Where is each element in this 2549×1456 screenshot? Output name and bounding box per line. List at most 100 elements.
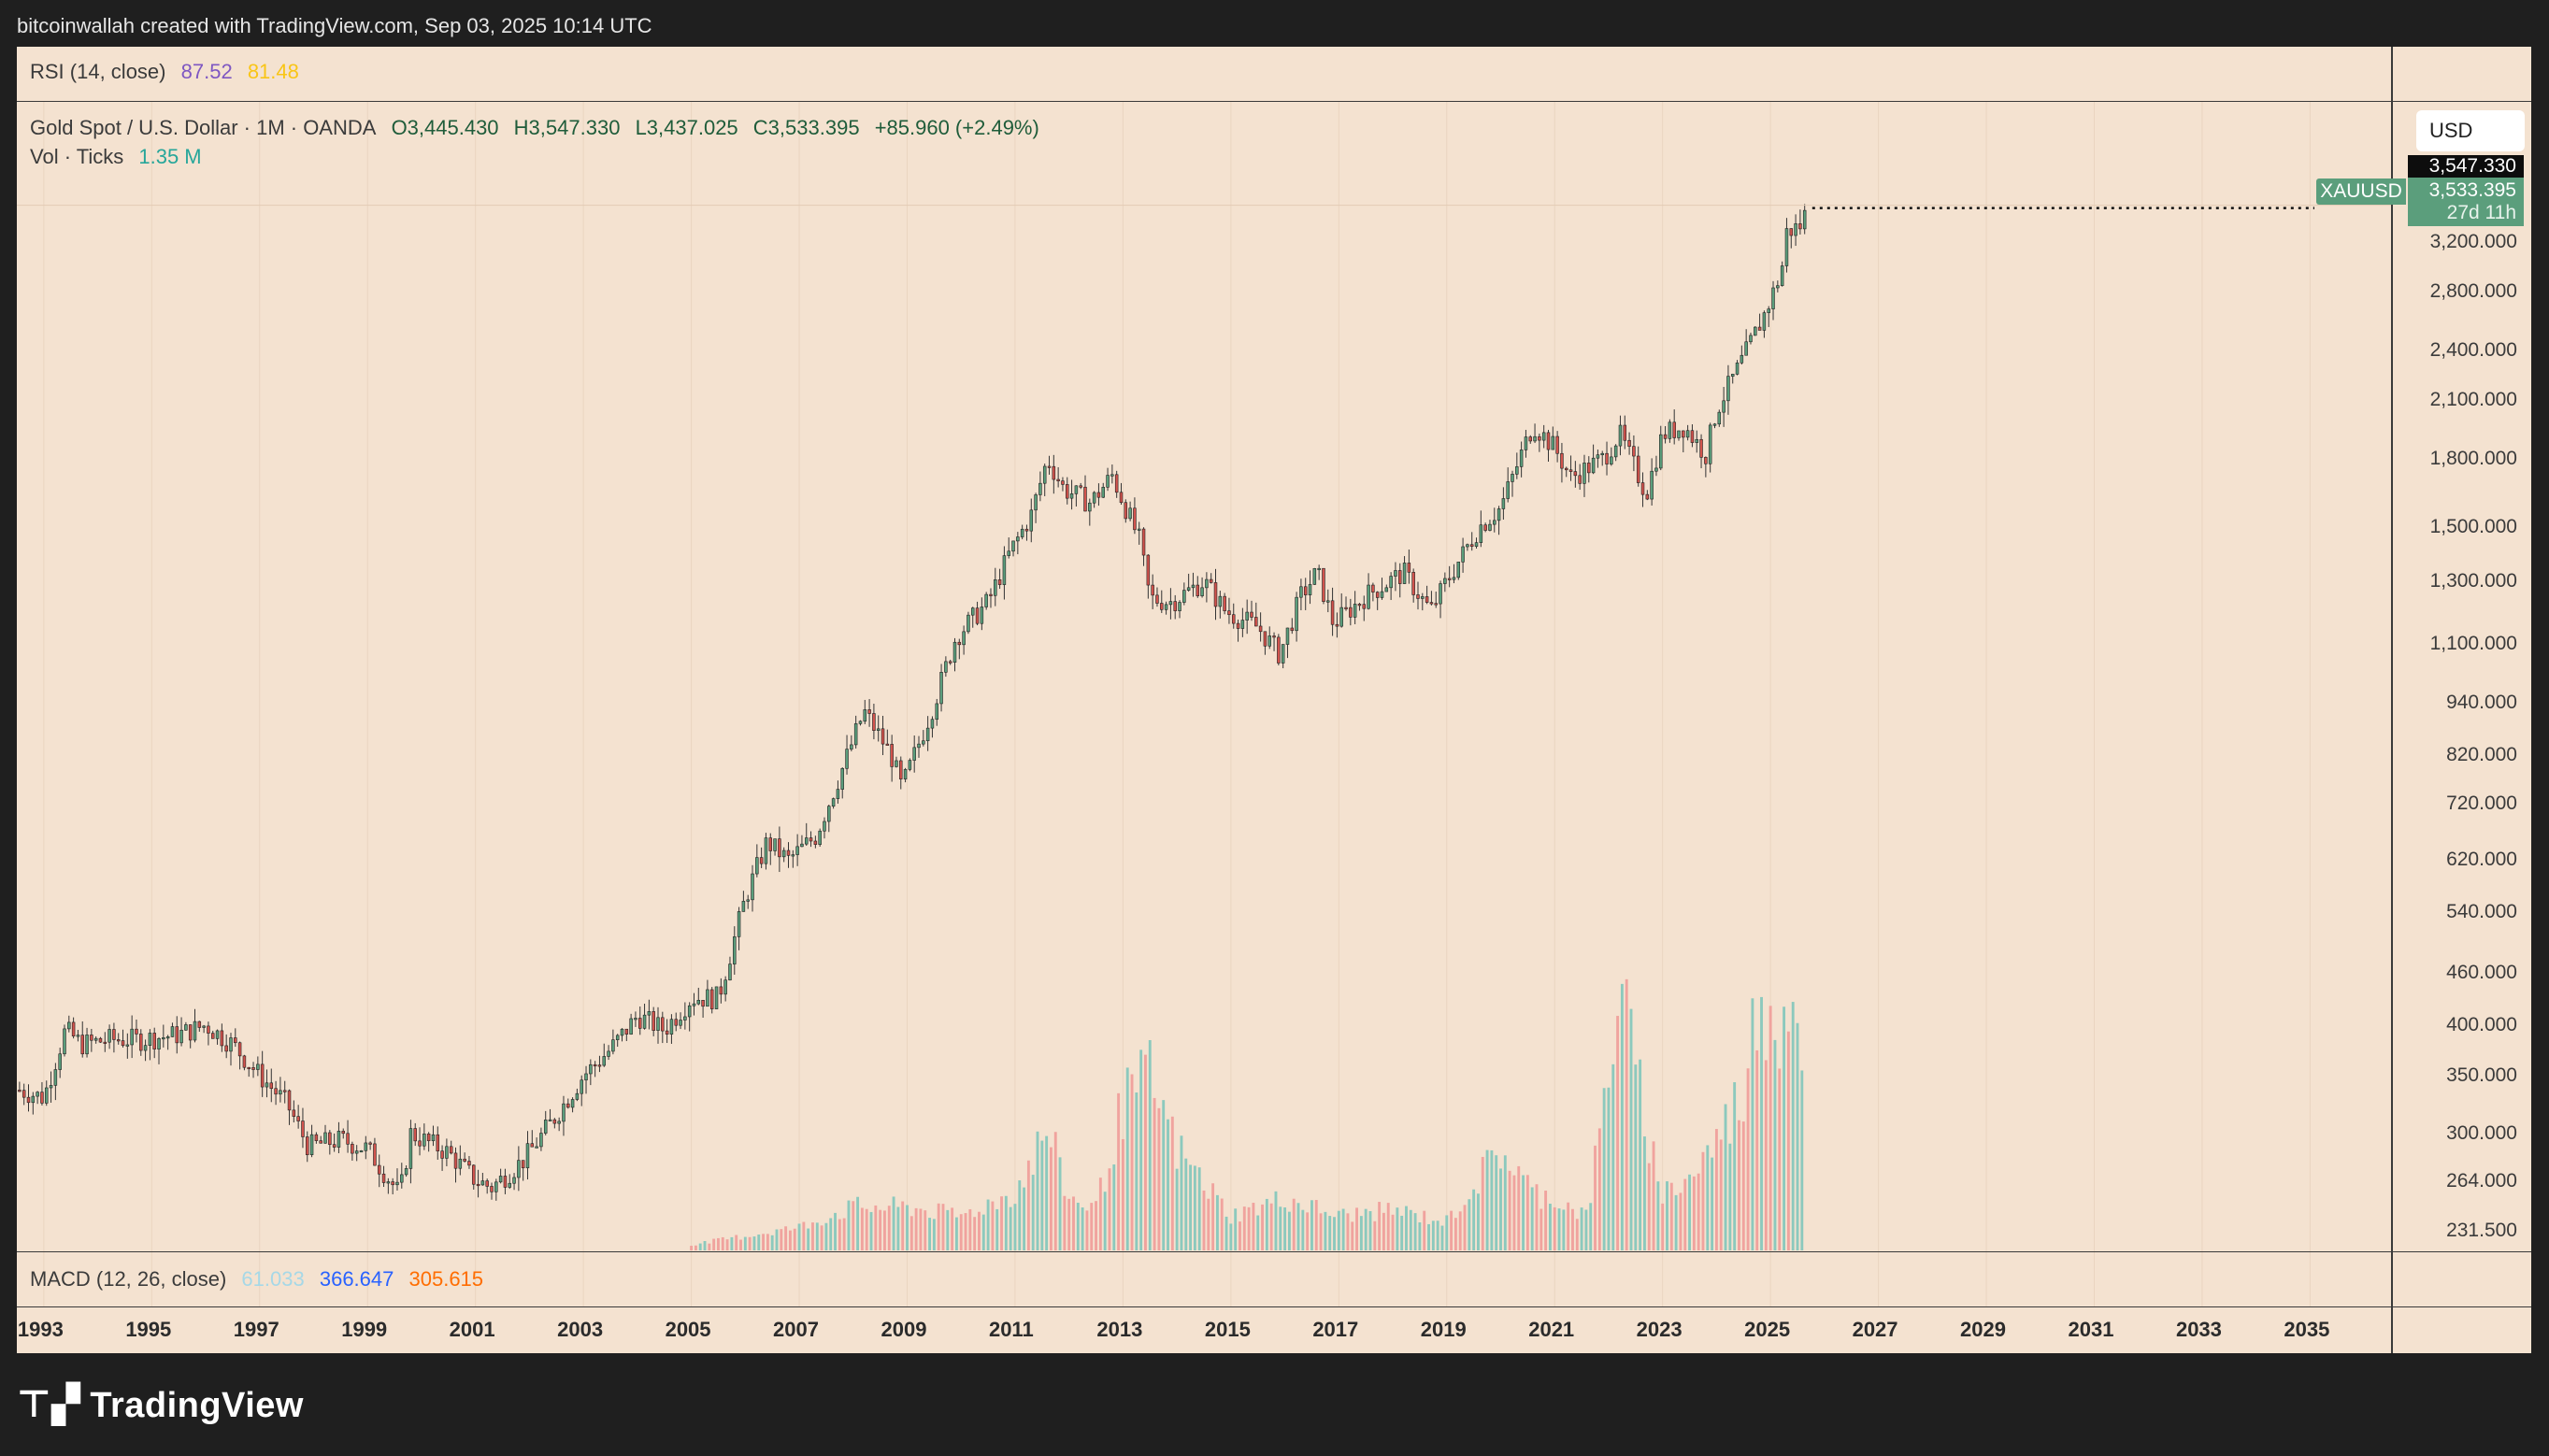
candle-body-278 (1267, 635, 1271, 647)
volume-bar-122 (1239, 1221, 1241, 1250)
candle-body-137 (634, 1018, 637, 1021)
currency-selector[interactable]: USD (2416, 110, 2525, 151)
candle-body-346 (1573, 471, 1578, 477)
candle-body-128 (593, 1063, 597, 1067)
time-tick-19: 2031 (2068, 1318, 2114, 1341)
candle-body-159 (733, 936, 737, 964)
volume-bar-43 (883, 1210, 886, 1250)
candle-body-370 (1682, 430, 1685, 438)
candle-body-42 (207, 1025, 210, 1034)
candle-body-89 (418, 1140, 422, 1147)
volume-bar-132 (1283, 1207, 1287, 1250)
candle-body-110 (512, 1177, 516, 1184)
symbol-legend[interactable]: Gold Spot / U.S. Dollar · 1M · OANDA O3,… (30, 116, 1049, 140)
candle-body-244 (1114, 474, 1119, 493)
time-tick-10: 2013 (1096, 1318, 1143, 1341)
candle-body-60 (287, 1090, 292, 1111)
candle-body-291 (1326, 600, 1330, 603)
candle-body-290 (1322, 567, 1325, 602)
candle-body-64 (306, 1136, 309, 1155)
volume-bar-157 (1396, 1207, 1399, 1250)
volume-bar-207 (1620, 983, 1624, 1250)
candle-body-35 (175, 1026, 179, 1044)
candle-body-325 (1479, 524, 1483, 543)
volume-bar-131 (1279, 1206, 1282, 1250)
volume-bar-61 (964, 1213, 967, 1250)
volume-bar-244 (1786, 1031, 1790, 1250)
candle-body-66 (314, 1134, 319, 1141)
volume-bar-186 (1525, 1175, 1529, 1250)
volume-bar-40 (869, 1211, 873, 1250)
candle-body-52 (251, 1067, 255, 1070)
candle-body-157 (723, 979, 727, 995)
candle-body-168 (773, 838, 777, 851)
volume-bar-159 (1405, 1206, 1408, 1250)
candle-body-118 (548, 1119, 552, 1121)
candle-body-55 (265, 1082, 269, 1088)
logo-text: TradingView (90, 1386, 304, 1425)
candle-body-326 (1483, 524, 1487, 531)
candle-body-236 (1079, 485, 1082, 488)
candle-body-371 (1685, 430, 1690, 438)
price-tick-10: 940.000 (2446, 692, 2517, 714)
volume-bar-146 (1346, 1213, 1350, 1250)
candle-body-172 (791, 854, 795, 857)
candle-body-130 (602, 1056, 607, 1066)
volume-bar-235 (1746, 1068, 1750, 1250)
candle-body-324 (1474, 542, 1479, 547)
candle-body-134 (620, 1028, 624, 1036)
volume-bar-64 (978, 1211, 981, 1250)
candle-body-334 (1519, 450, 1524, 467)
rsi-legend[interactable]: RSI (14, close) 87.52 81.48 (30, 60, 308, 84)
candle-body-261 (1191, 584, 1196, 589)
macd-legend[interactable]: MACD (12, 26, close) 61.033 366.647 305.… (30, 1267, 493, 1292)
candle-body-309 (1407, 563, 1411, 573)
candle-body-320 (1456, 562, 1461, 578)
candle-body-390 (1771, 287, 1775, 309)
candle-body-380 (1726, 376, 1730, 402)
candle-body-228 (1042, 465, 1047, 484)
candle-body-143 (661, 1017, 665, 1032)
rsi-label: RSI (14, close) (30, 60, 166, 83)
rsi-ma-value: 81.48 (247, 60, 299, 83)
candle-body-336 (1528, 436, 1532, 442)
volume-legend[interactable]: Vol · Ticks 1.35 M (30, 145, 211, 169)
candle-body-375 (1704, 457, 1708, 464)
candle-body-332 (1511, 474, 1514, 482)
volume-bar-185 (1522, 1175, 1525, 1250)
candle-body-181 (831, 798, 836, 807)
candle-body-165 (759, 857, 764, 864)
volume-bar-36 (852, 1201, 855, 1250)
candle-body-101 (472, 1164, 476, 1185)
volume-bar-85 (1072, 1196, 1075, 1250)
candle-body-331 (1506, 481, 1510, 499)
volume-bar-166 (1436, 1220, 1439, 1250)
candle-body-127 (589, 1063, 593, 1075)
candle-body-38 (188, 1024, 193, 1041)
volume-bar-133 (1287, 1211, 1291, 1250)
volume-bar-70 (1004, 1195, 1008, 1250)
volume-bar-3 (703, 1241, 707, 1250)
candle-body-69 (328, 1132, 332, 1146)
volume-bar-93 (1108, 1168, 1111, 1250)
candle-body-27 (139, 1034, 143, 1051)
candle-body-85 (400, 1174, 404, 1183)
candle-body-310 (1411, 572, 1415, 595)
volume-bar-194 (1562, 1209, 1566, 1250)
candle-body-31 (157, 1038, 161, 1049)
tradingview-logo[interactable]: ⊤▞ TradingView (17, 1383, 304, 1426)
volume-bar-199 (1584, 1209, 1588, 1250)
volume-bar-110 (1184, 1158, 1188, 1250)
volume-bar-224 (1697, 1173, 1700, 1250)
volume-bar-129 (1269, 1203, 1273, 1250)
candle-body-292 (1330, 600, 1335, 625)
candle-body-268 (1223, 595, 1226, 611)
volume-bar-211 (1639, 1059, 1642, 1250)
macd-histogram-value: 61.033 (241, 1267, 305, 1291)
candle-body-102 (476, 1183, 480, 1187)
candle-body-362 (1645, 493, 1650, 500)
volume-bar-154 (1382, 1212, 1385, 1250)
volume-bar-205 (1611, 1063, 1615, 1250)
volume-bar-231 (1728, 1143, 1732, 1250)
